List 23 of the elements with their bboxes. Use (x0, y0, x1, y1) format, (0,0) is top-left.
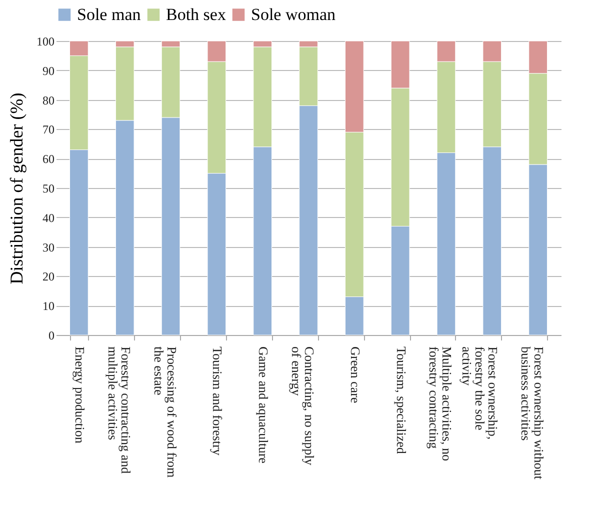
y-tick-label: 50 (42, 182, 54, 196)
x-tick-label: Tourism and forestry (210, 346, 226, 456)
y-tick-label: 20 (42, 270, 54, 284)
legend-label: Sole woman (251, 4, 336, 24)
y-tick-label: 80 (42, 93, 54, 108)
x-tick-label: Energy production (72, 346, 88, 444)
legend-label: Both sex (166, 4, 226, 24)
y-tick-label: 30 (42, 240, 54, 254)
y-tick-label: 0 (48, 328, 54, 342)
x-tick-label: Contracting, no supply of energy (289, 346, 317, 466)
y-tick-label: 10 (42, 299, 54, 314)
y-tick-label: 70 (42, 122, 54, 137)
x-tick-label: Game and aquaculture (256, 346, 272, 464)
y-tick-label: 60 (42, 152, 54, 166)
x-tick-label: Forestry contracting and multiple activities (105, 346, 134, 474)
legend-label: Sole man (77, 4, 142, 24)
x-tick-label: Multiple activities, no forestry contracting (426, 346, 455, 461)
y-tick-label: 90 (42, 64, 54, 78)
y-tick-label: 100 (36, 34, 54, 48)
x-tick-label: Green care (348, 346, 363, 404)
y-axis-title: Distribution of gender (%) (6, 92, 26, 284)
y-tick-label: 40 (42, 210, 54, 225)
x-tick-label: Tourism, specialized (394, 346, 409, 454)
